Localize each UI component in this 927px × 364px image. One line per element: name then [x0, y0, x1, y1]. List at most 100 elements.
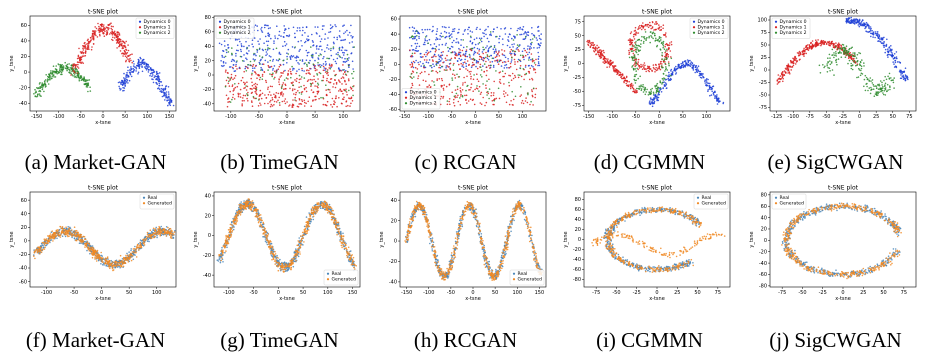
scatter-point [864, 89, 867, 92]
scatter-point [87, 40, 90, 43]
scatter-point [293, 93, 295, 95]
scatter-point [466, 60, 469, 62]
scatter-point [91, 245, 94, 247]
scatter-point [243, 45, 245, 48]
scatter-point [299, 29, 301, 32]
scatter-point [458, 47, 460, 50]
scatter-point [312, 44, 314, 47]
scatter-point [164, 88, 167, 91]
scatter-point [871, 82, 874, 84]
scatter-point [884, 75, 886, 78]
scatter-point [303, 77, 306, 79]
scatter-point [464, 81, 466, 84]
scatter-point [305, 49, 308, 52]
scatter-point [707, 90, 709, 93]
scatter-point [236, 38, 238, 41]
scatter-point [631, 50, 634, 52]
scatter-point [100, 24, 103, 27]
scatter-point [792, 57, 794, 60]
scatter-point [651, 26, 654, 28]
scatter-point [278, 58, 281, 60]
scatter-point [783, 70, 786, 72]
scatter-point [239, 93, 241, 95]
scatter-point [278, 34, 280, 36]
scatter-point [256, 83, 258, 86]
scatter-point [428, 59, 431, 61]
scatter-point [531, 79, 534, 81]
scatter-point [846, 52, 848, 55]
scatter-point [863, 24, 866, 27]
scatter-point [653, 67, 655, 70]
scatter-point [291, 89, 294, 92]
scatter-point [460, 91, 462, 93]
scatter-point [266, 44, 269, 47]
scatter-point [269, 27, 271, 29]
scatter-point [141, 240, 143, 242]
scatter-point [662, 40, 665, 43]
scatter-point [630, 42, 633, 45]
scatter-point [493, 99, 496, 102]
scatter-point [442, 97, 444, 99]
scatter-point [868, 79, 870, 82]
scatter-point [664, 55, 666, 58]
scatter-point [270, 65, 273, 68]
scatter-point [505, 92, 507, 94]
scatter-point [101, 264, 104, 266]
scatter-point [291, 65, 293, 68]
scatter-point [336, 36, 338, 39]
scatter-point [228, 85, 231, 87]
scatter-point [328, 89, 331, 91]
scatter-point [227, 82, 230, 85]
scatter-point [527, 34, 530, 37]
scatter-point [662, 87, 664, 90]
scatter-point [502, 93, 505, 95]
scatter-point [436, 78, 438, 80]
scatter-point [851, 59, 854, 62]
scatter-point [636, 47, 639, 49]
scatter-point [118, 38, 121, 40]
scatter-point [487, 25, 489, 28]
scatter-point [130, 59, 132, 62]
scatter-point [314, 80, 317, 83]
scatter-point [693, 64, 695, 66]
scatter-point [300, 76, 303, 78]
scatter-point [877, 37, 880, 39]
scatter-point [534, 68, 536, 71]
scatter-point [132, 67, 134, 70]
scatter-point [160, 225, 162, 228]
scatter-point [252, 67, 254, 69]
scatter-point [258, 99, 260, 101]
scatter-point [252, 45, 254, 48]
scatter-point [317, 82, 319, 85]
scatter-point [494, 48, 497, 50]
scatter-point [478, 37, 481, 40]
scatter-point [492, 57, 495, 60]
scatter-point [650, 27, 652, 30]
scatter-point [111, 38, 113, 41]
scatter-point [242, 94, 245, 97]
scatter-point [473, 103, 476, 106]
y-tick-label: -40 [203, 102, 211, 108]
scatter-point [469, 35, 472, 38]
scatter-point [451, 79, 454, 81]
scatter-point [420, 52, 422, 55]
scatter-point [76, 57, 79, 60]
scatter-point [445, 26, 447, 29]
scatter-point [495, 97, 498, 100]
scatter-point [491, 60, 494, 63]
scatter-point [267, 24, 269, 27]
scatter-point [858, 52, 860, 54]
scatter-point [220, 65, 223, 67]
legend-marker [404, 96, 408, 99]
scatter-point [858, 63, 861, 65]
scatter-point [268, 47, 271, 50]
scatter-point [530, 64, 533, 67]
scatter-point [300, 40, 302, 42]
scatter-point [309, 67, 311, 70]
scatter-point [631, 41, 633, 44]
scatter-point [149, 67, 152, 69]
scatter-point [631, 48, 633, 50]
scatter-point [48, 79, 50, 81]
scatter-point [538, 64, 541, 67]
scatter-point [417, 50, 420, 52]
